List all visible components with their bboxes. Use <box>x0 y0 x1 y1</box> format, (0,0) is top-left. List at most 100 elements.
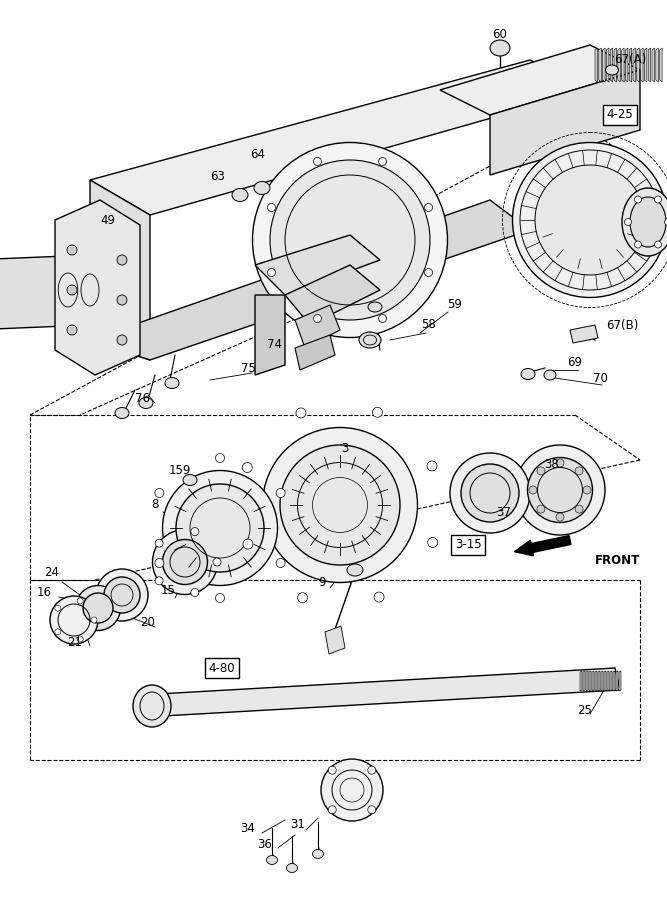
Ellipse shape <box>263 428 418 582</box>
Text: 37: 37 <box>496 506 512 518</box>
Ellipse shape <box>521 368 535 380</box>
Ellipse shape <box>575 467 583 475</box>
Ellipse shape <box>450 453 530 533</box>
Ellipse shape <box>630 197 666 247</box>
Polygon shape <box>622 48 624 82</box>
Ellipse shape <box>664 219 667 226</box>
Ellipse shape <box>55 605 61 611</box>
Ellipse shape <box>556 459 564 467</box>
Ellipse shape <box>634 241 642 248</box>
Ellipse shape <box>139 398 153 409</box>
Ellipse shape <box>267 203 275 212</box>
Text: 3-15: 3-15 <box>455 538 482 552</box>
Ellipse shape <box>215 454 225 463</box>
Ellipse shape <box>96 569 148 621</box>
Ellipse shape <box>133 685 171 727</box>
Ellipse shape <box>67 285 77 295</box>
Ellipse shape <box>424 268 432 276</box>
Ellipse shape <box>313 158 321 166</box>
Ellipse shape <box>104 577 140 613</box>
Polygon shape <box>583 671 585 691</box>
Polygon shape <box>640 48 643 82</box>
Text: 58: 58 <box>421 319 436 331</box>
Polygon shape <box>592 671 594 691</box>
Ellipse shape <box>155 539 163 547</box>
Ellipse shape <box>583 486 591 494</box>
Ellipse shape <box>515 445 605 535</box>
Ellipse shape <box>347 564 363 576</box>
Ellipse shape <box>155 559 164 568</box>
Ellipse shape <box>215 593 225 602</box>
Ellipse shape <box>512 142 667 298</box>
Ellipse shape <box>77 598 83 604</box>
Ellipse shape <box>213 558 221 566</box>
Text: 25: 25 <box>578 704 592 716</box>
Polygon shape <box>570 325 598 343</box>
Polygon shape <box>90 180 150 360</box>
Polygon shape <box>613 671 615 691</box>
Ellipse shape <box>58 273 78 307</box>
Ellipse shape <box>67 245 77 255</box>
Text: 3: 3 <box>342 442 349 454</box>
Polygon shape <box>644 48 647 82</box>
Text: 21: 21 <box>67 635 83 649</box>
Ellipse shape <box>155 489 164 498</box>
Ellipse shape <box>270 160 430 320</box>
Ellipse shape <box>115 408 129 418</box>
Ellipse shape <box>243 539 253 549</box>
Polygon shape <box>586 671 588 691</box>
Ellipse shape <box>191 589 199 597</box>
Ellipse shape <box>267 268 275 276</box>
Text: 15: 15 <box>161 583 175 597</box>
Text: 4-80: 4-80 <box>209 662 235 674</box>
FancyArrow shape <box>514 536 571 556</box>
Ellipse shape <box>321 759 383 821</box>
Ellipse shape <box>55 629 61 634</box>
Text: 24: 24 <box>45 565 59 579</box>
Polygon shape <box>90 200 530 360</box>
Polygon shape <box>595 671 597 691</box>
Ellipse shape <box>654 241 662 248</box>
Text: 59: 59 <box>448 299 462 311</box>
Ellipse shape <box>379 158 387 166</box>
Polygon shape <box>619 671 621 691</box>
Ellipse shape <box>91 617 97 623</box>
Polygon shape <box>660 48 662 82</box>
Ellipse shape <box>529 486 537 494</box>
Ellipse shape <box>50 596 98 644</box>
Polygon shape <box>604 671 606 691</box>
Polygon shape <box>614 48 616 82</box>
Ellipse shape <box>276 559 285 568</box>
Polygon shape <box>599 48 601 82</box>
Ellipse shape <box>117 255 127 265</box>
Ellipse shape <box>622 188 667 256</box>
Ellipse shape <box>297 593 307 603</box>
Ellipse shape <box>374 592 384 602</box>
Ellipse shape <box>575 505 583 513</box>
Polygon shape <box>55 200 140 375</box>
Polygon shape <box>580 671 582 691</box>
Ellipse shape <box>537 505 545 513</box>
Polygon shape <box>0 255 90 330</box>
Ellipse shape <box>372 408 382 418</box>
Ellipse shape <box>368 302 382 312</box>
Polygon shape <box>602 48 605 82</box>
Ellipse shape <box>427 461 437 471</box>
Ellipse shape <box>424 203 432 212</box>
Ellipse shape <box>232 188 248 202</box>
Ellipse shape <box>490 40 510 56</box>
Text: 159: 159 <box>169 464 191 476</box>
Ellipse shape <box>242 463 252 473</box>
Text: 64: 64 <box>251 148 265 161</box>
Text: 75: 75 <box>241 362 255 374</box>
Ellipse shape <box>428 537 438 547</box>
Polygon shape <box>656 48 658 82</box>
Polygon shape <box>652 48 654 82</box>
Polygon shape <box>295 305 340 348</box>
Ellipse shape <box>35 272 57 308</box>
Polygon shape <box>606 48 609 82</box>
Ellipse shape <box>254 182 270 194</box>
Polygon shape <box>616 671 618 691</box>
Polygon shape <box>325 626 345 654</box>
Ellipse shape <box>461 464 519 522</box>
